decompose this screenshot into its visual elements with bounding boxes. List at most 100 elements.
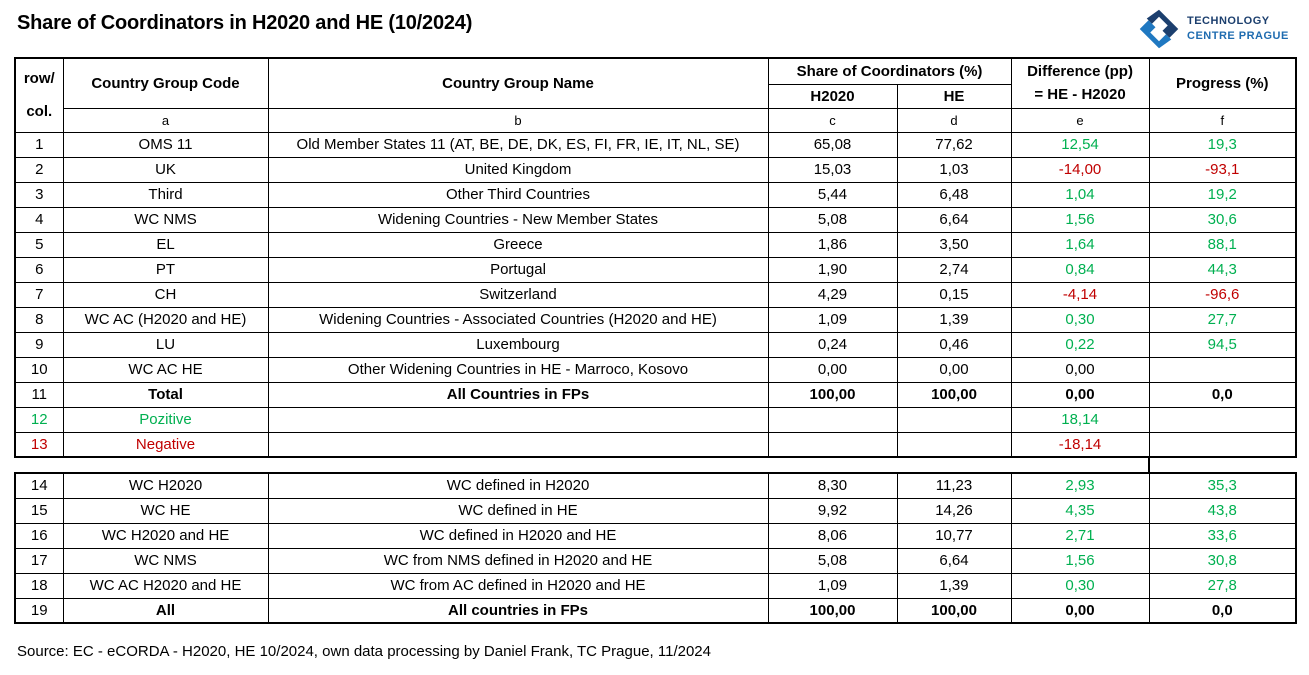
cell: 1,90: [767, 256, 898, 283]
cell: 15,03: [767, 156, 898, 183]
cell: CH: [62, 281, 269, 308]
cell: 9: [14, 331, 64, 358]
cell: 6,64: [896, 206, 1012, 233]
cell: -14,00: [1010, 156, 1150, 183]
cell: 27,7: [1148, 306, 1297, 333]
header-letter-b: b: [267, 107, 769, 133]
header-progress: Progress (%): [1148, 57, 1297, 109]
cell: 65,08: [767, 131, 898, 158]
table-row: 2 UK United Kingdom 15,03 1,03 -14,00 -93,1: [14, 156, 1297, 183]
header-difference-line1: Difference (pp): [1027, 63, 1133, 80]
header-row-col: row/col.: [14, 57, 64, 133]
cell: 35,3: [1148, 472, 1297, 499]
table-row: 9 LU Luxembourg 0,24 0,46 0,22 94,5: [14, 331, 1297, 358]
cell: WC AC HE: [62, 356, 269, 383]
cell: 100,00: [896, 597, 1012, 624]
cell: 11: [14, 381, 64, 408]
cell: -4,14: [1010, 281, 1150, 308]
cell: 5,44: [767, 181, 898, 208]
cell: 16: [14, 522, 64, 549]
cell: 5,08: [767, 547, 898, 574]
cell: [896, 431, 1012, 458]
table-row: 14 WC H2020 WC defined in H2020 8,30 11,23 2,…: [14, 472, 1297, 499]
main-table-body: 1 OMS 11 Old Member States 11 (AT, BE, DE,…: [14, 131, 1297, 458]
cell: [267, 406, 769, 433]
cell: All: [62, 597, 269, 624]
cell: 0,0: [1148, 597, 1297, 624]
cell: 27,8: [1148, 572, 1297, 599]
cell: 1,09: [767, 306, 898, 333]
cell: 1,09: [767, 572, 898, 599]
cell: 4,29: [767, 281, 898, 308]
cell: 1,39: [896, 306, 1012, 333]
header-letters-row: a b c d e f: [15, 107, 1297, 133]
cell: [1148, 406, 1297, 433]
cell: 0,22: [1010, 331, 1150, 358]
cell: 2,71: [1010, 522, 1150, 549]
source-note: Source: EC - eCORDA - H2020, HE 10/2024,…: [17, 643, 711, 660]
cell: 8,30: [767, 472, 898, 499]
cell: Negative: [62, 431, 269, 458]
cell: 0,00: [1010, 356, 1150, 383]
cell: 94,5: [1148, 331, 1297, 358]
cell: [896, 406, 1012, 433]
header-letter-d: d: [896, 107, 1012, 133]
header-letter-c: c: [767, 107, 898, 133]
widening-countries-table: 14 WC H2020 WC defined in H2020 8,30 11,23 2,…: [14, 472, 1297, 624]
cell: Luxembourg: [267, 331, 769, 358]
cell: WC defined in H2020: [267, 472, 769, 499]
cell: 8,06: [767, 522, 898, 549]
cell: WC NMS: [62, 547, 269, 574]
table-row: 15 WC HE WC defined in HE 9,92 14,26 4,35 43,8: [14, 497, 1297, 524]
cell: 0,00: [896, 356, 1012, 383]
cell: 18,14: [1010, 406, 1150, 433]
table-row: 5 EL Greece 1,86 3,50 1,64 88,1: [14, 231, 1297, 258]
cell: Pozitive: [62, 406, 269, 433]
table-row: 1 OMS 11 Old Member States 11 (AT, BE, DE,…: [14, 131, 1297, 158]
table-row: 8 WC AC (H2020 and HE) Widening Countries …: [14, 306, 1297, 333]
cell: 30,8: [1148, 547, 1297, 574]
cell: 77,62: [896, 131, 1012, 158]
cell: 43,8: [1148, 497, 1297, 524]
cell: 4: [14, 206, 64, 233]
cell: 4,35: [1010, 497, 1150, 524]
cell: Third: [62, 181, 269, 208]
cell: 2,93: [1010, 472, 1150, 499]
cell: 1,39: [896, 572, 1012, 599]
table-row: 11 Total All Countries in FPs 100,00 100,00 0…: [14, 381, 1297, 408]
table-row: 3 Third Other Third Countries 5,44 6,48 1,04 1…: [14, 181, 1297, 208]
cell: 1,64: [1010, 231, 1150, 258]
header-row-1: row/col. Country Group Code Country Grou…: [14, 57, 1297, 133]
cell: 3,50: [896, 231, 1012, 258]
cell: WC AC H2020 and HE: [62, 572, 269, 599]
cell: 1,56: [1010, 206, 1150, 233]
cell: -93,1: [1148, 156, 1297, 183]
header-row-2: H2020 HE: [15, 83, 1296, 109]
cell: 10,77: [896, 522, 1012, 549]
logo: TECHNOLOGY CENTRE PRAGUE: [1138, 8, 1289, 50]
logo-diamond-icon: [1139, 9, 1179, 49]
cell: 19,3: [1148, 131, 1297, 158]
cell: 100,00: [767, 597, 898, 624]
cell: 7: [14, 281, 64, 308]
cell: 0,00: [767, 356, 898, 383]
table-row: 7 CH Switzerland 4,29 0,15 -4,14 -96,6: [14, 281, 1297, 308]
cell: Greece: [267, 231, 769, 258]
header-he: HE: [896, 83, 1012, 109]
cell: 1: [14, 131, 64, 158]
cell: LU: [62, 331, 269, 358]
cell: 2,74: [896, 256, 1012, 283]
cell: 10: [14, 356, 64, 383]
cell: 100,00: [767, 381, 898, 408]
cell: Switzerland: [267, 281, 769, 308]
cell: 2: [14, 156, 64, 183]
cell: Old Member States 11 (AT, BE, DE, DK, ES…: [267, 131, 769, 158]
logo-text: TECHNOLOGY CENTRE PRAGUE: [1187, 14, 1289, 44]
table-row: 16 WC H2020 and HE WC defined in H2020 and…: [14, 522, 1297, 549]
header-difference-line2: = HE - H2020: [1034, 86, 1126, 104]
cell: WC AC (H2020 and HE): [62, 306, 269, 333]
cell: 88,1: [1148, 231, 1297, 258]
cell: 19: [14, 597, 64, 624]
cell: -18,14: [1010, 431, 1150, 458]
cell: 1,04: [1010, 181, 1150, 208]
